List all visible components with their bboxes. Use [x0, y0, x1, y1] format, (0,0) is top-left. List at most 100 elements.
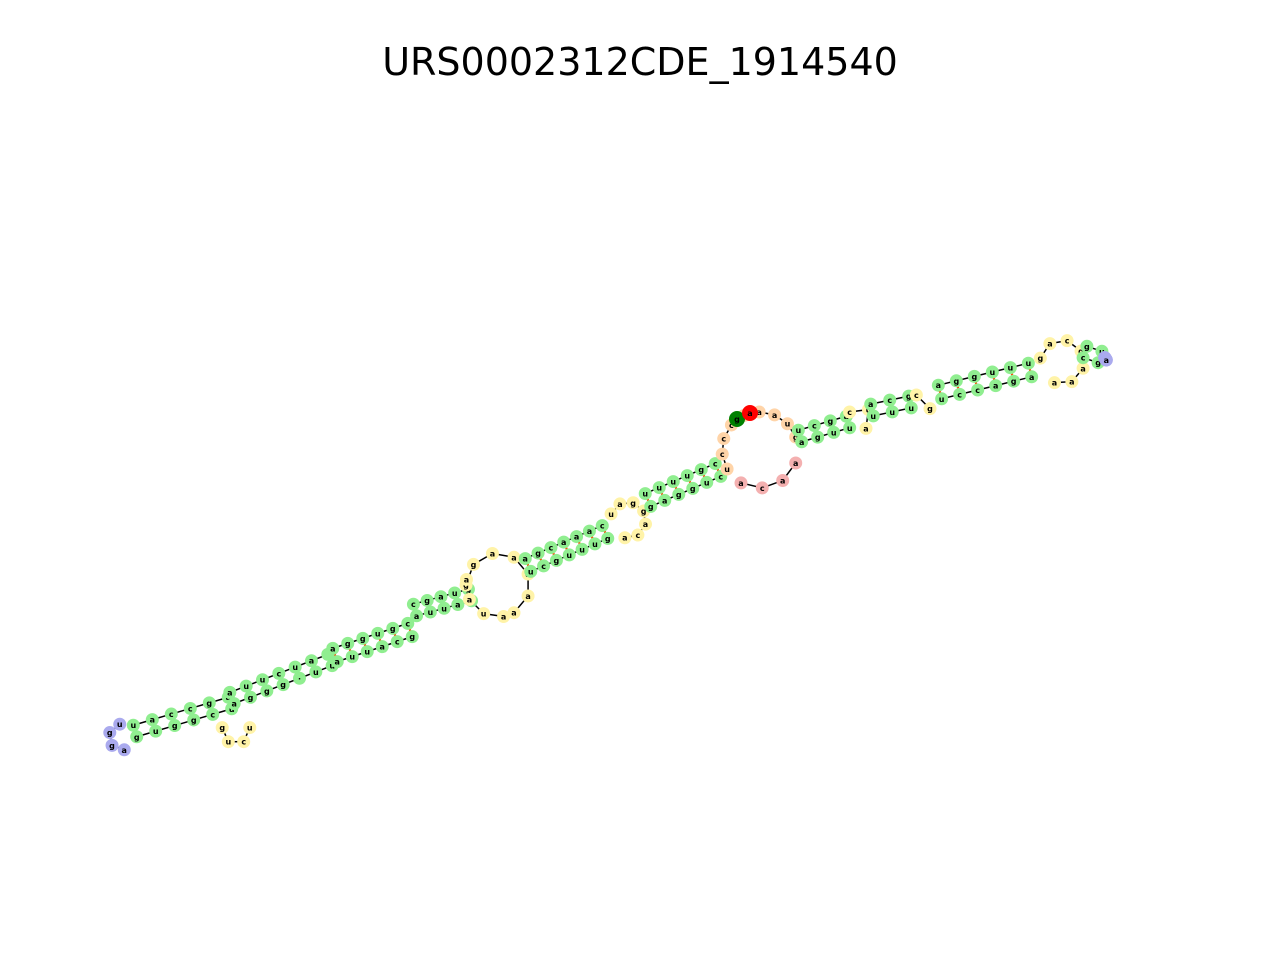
stem-nucleotide: [708, 457, 722, 471]
nucleotide-label: c: [812, 422, 817, 431]
nucleotide-label: a: [231, 700, 236, 709]
stem-nucleotide: [448, 586, 462, 600]
nucleotide-label: a: [335, 658, 340, 667]
interior-loop-nucleotide: [626, 496, 640, 510]
nucleotide-label: c: [975, 386, 980, 395]
nucleotide-label: u: [656, 484, 662, 493]
stem-nucleotide: [549, 553, 563, 567]
interior-loop-nucleotide: [1076, 361, 1090, 375]
nucleotide-label: a: [772, 411, 777, 420]
bulge-nucleotide: [215, 721, 229, 735]
stem-nucleotide: [811, 430, 825, 444]
nucleotide-label: g: [535, 549, 541, 558]
nucleotide-label: c: [887, 396, 892, 405]
nucleotide-label: a: [511, 609, 516, 618]
stem-nucleotide: [371, 626, 385, 640]
stem-nucleotide: [360, 645, 374, 659]
stem-nucleotide: [244, 690, 258, 704]
interior-loop-nucleotide: [618, 531, 632, 545]
nucleotide-label: u: [592, 540, 598, 549]
nucleotide-label: a: [662, 496, 667, 505]
hairpin-nucleotide: [1099, 353, 1113, 367]
nucleotide-label: a: [122, 746, 127, 755]
nucleotide-label: g: [409, 633, 415, 642]
nucleotide-label: c: [411, 600, 416, 609]
nucleotide-label: a: [1069, 378, 1074, 387]
stem-nucleotide: [672, 487, 686, 501]
nucleotide-label: a: [643, 520, 648, 529]
multiloop-nucleotide: [776, 473, 790, 487]
multiloop-nucleotide: [734, 476, 748, 490]
stem-nucleotide: [401, 616, 415, 630]
stem-nucleotide: [989, 379, 1003, 393]
nucleotide-label: u: [117, 720, 123, 729]
nucleotide-label: a: [414, 612, 419, 621]
nucleotide-label: g: [172, 722, 178, 731]
nucleotide-label: c: [395, 638, 400, 647]
nucleotide-label: a: [868, 400, 873, 409]
stem-nucleotide: [386, 621, 400, 635]
diagram-title: URS0002312CDE_1914540: [382, 40, 898, 84]
nucleotide-label: a: [780, 476, 785, 485]
nucleotide-label: g: [793, 433, 799, 442]
hairpin-nucleotide: [105, 738, 119, 752]
nucleotide-label: c: [241, 738, 246, 747]
stem-nucleotide: [949, 374, 963, 388]
nucleotide-label: c: [729, 421, 734, 430]
nucleotide-label: a: [455, 601, 460, 610]
nucleotide-label: u: [260, 676, 266, 685]
nucleotide-label: g: [827, 417, 833, 426]
stem-nucleotide: [130, 730, 144, 744]
stem-nucleotide: [931, 378, 945, 392]
nucleotide-label: a: [747, 409, 752, 418]
interior-loop-nucleotide: [1065, 375, 1079, 389]
stem-nucleotide: [904, 401, 918, 415]
nucleotide-label: c: [718, 472, 723, 481]
multiloop-nucleotide: [720, 462, 734, 476]
nucleotide-label: a: [227, 688, 232, 697]
stem-nucleotide: [223, 685, 237, 699]
nucleotide-label: a: [617, 500, 622, 509]
stem-nucleotide: [288, 660, 302, 674]
nucleotide-label: a: [756, 408, 761, 417]
stem-nucleotide: [126, 718, 140, 732]
nucleotide-label: u: [247, 724, 253, 733]
nucleotide-label: g: [1011, 377, 1017, 386]
nucleotide-label: u: [889, 408, 895, 417]
nucleotide-label: c: [847, 408, 852, 417]
stem-nucleotide: [827, 425, 841, 439]
interior-loop-nucleotide: [1060, 334, 1074, 348]
stem-nucleotide: [843, 421, 857, 435]
stem-nucleotide: [341, 636, 355, 650]
interior-loop-nucleotide: [466, 557, 480, 571]
stem-nucleotide: [1025, 370, 1039, 384]
interior-loop-nucleotide: [485, 546, 499, 560]
multiloop-nucleotide: [755, 481, 769, 495]
stem-nucleotide: [680, 469, 694, 483]
nucleotide-label: g: [554, 556, 560, 565]
stem-nucleotide: [390, 635, 404, 649]
interior-loop-nucleotide: [843, 405, 857, 419]
stem-nucleotide: [410, 609, 424, 623]
nucleotide-label: g: [219, 724, 225, 733]
nucleotide-label: a: [574, 533, 579, 542]
interior-loop-nucleotide: [909, 388, 923, 402]
nucleotide-label: c: [541, 562, 546, 571]
nucleotide-label: a: [523, 555, 528, 564]
stem-nucleotide: [562, 548, 576, 562]
bulge-nucleotide: [221, 735, 235, 749]
stem-nucleotide: [885, 405, 899, 419]
backbone-layer: [109, 339, 1107, 751]
nucleotide-label: c: [549, 544, 554, 553]
stem-nucleotide: [187, 713, 201, 727]
stem-nucleotide: [434, 590, 448, 604]
nucleotide-label: u: [847, 424, 853, 433]
nucleotide-label: c: [405, 619, 410, 628]
stem-nucleotide: [582, 524, 596, 538]
nucleotide-label: g: [630, 499, 636, 508]
interior-loop-nucleotide: [507, 606, 521, 620]
nucleotide-label: u: [566, 551, 572, 560]
nucleotide-label: a: [467, 595, 472, 604]
stem-nucleotide: [168, 719, 182, 733]
